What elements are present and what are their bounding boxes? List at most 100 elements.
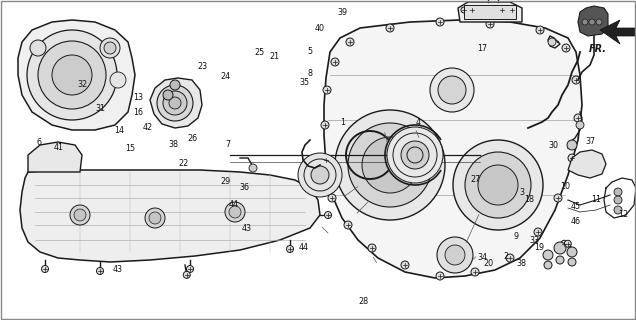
Text: 32: 32 xyxy=(78,80,88,89)
Text: 22: 22 xyxy=(178,159,188,168)
Text: 14: 14 xyxy=(114,126,125,135)
Circle shape xyxy=(104,42,116,54)
Circle shape xyxy=(509,7,515,13)
Circle shape xyxy=(561,240,568,247)
Text: 39: 39 xyxy=(337,8,347,17)
Text: 37: 37 xyxy=(585,137,595,146)
Circle shape xyxy=(486,20,494,28)
Circle shape xyxy=(589,19,595,25)
Text: 19: 19 xyxy=(534,243,544,252)
Circle shape xyxy=(534,228,542,236)
Circle shape xyxy=(554,194,562,202)
Circle shape xyxy=(544,261,552,269)
Circle shape xyxy=(574,114,582,122)
Text: 28: 28 xyxy=(359,297,369,306)
Circle shape xyxy=(323,86,331,94)
Circle shape xyxy=(506,254,514,262)
Text: 6: 6 xyxy=(37,138,42,147)
Circle shape xyxy=(596,19,602,25)
Circle shape xyxy=(70,205,90,225)
Circle shape xyxy=(386,24,394,32)
Circle shape xyxy=(436,18,444,26)
Circle shape xyxy=(331,58,339,66)
Circle shape xyxy=(387,127,443,183)
Circle shape xyxy=(163,90,173,100)
Circle shape xyxy=(614,206,622,214)
Circle shape xyxy=(471,268,479,276)
Text: 38: 38 xyxy=(168,140,178,149)
Text: 10: 10 xyxy=(560,182,570,191)
Circle shape xyxy=(169,97,181,109)
Circle shape xyxy=(614,188,622,196)
Text: 24: 24 xyxy=(221,72,231,81)
Circle shape xyxy=(145,208,165,228)
Text: 36: 36 xyxy=(240,183,250,192)
Polygon shape xyxy=(458,2,522,22)
Circle shape xyxy=(249,164,257,172)
Circle shape xyxy=(186,266,193,273)
Circle shape xyxy=(311,166,329,184)
Text: 41: 41 xyxy=(53,143,64,152)
Circle shape xyxy=(453,140,543,230)
Circle shape xyxy=(568,258,576,266)
Circle shape xyxy=(170,80,180,90)
Circle shape xyxy=(407,147,423,163)
Circle shape xyxy=(348,123,432,207)
Text: 33: 33 xyxy=(529,236,539,245)
Text: 5: 5 xyxy=(308,47,313,56)
Polygon shape xyxy=(578,6,608,36)
Polygon shape xyxy=(600,20,636,44)
Circle shape xyxy=(30,40,46,56)
Text: 25: 25 xyxy=(254,48,265,57)
Circle shape xyxy=(562,44,570,52)
Circle shape xyxy=(321,121,329,129)
Circle shape xyxy=(38,41,106,109)
Circle shape xyxy=(328,194,336,202)
Circle shape xyxy=(478,165,518,205)
Circle shape xyxy=(335,110,445,220)
Polygon shape xyxy=(20,170,320,262)
Circle shape xyxy=(445,245,465,265)
Circle shape xyxy=(556,256,564,264)
Circle shape xyxy=(183,271,190,278)
Circle shape xyxy=(149,212,161,224)
Text: 9: 9 xyxy=(514,232,519,241)
Text: 26: 26 xyxy=(187,134,197,143)
Circle shape xyxy=(401,261,409,269)
Circle shape xyxy=(469,7,475,13)
Text: 29: 29 xyxy=(221,177,231,186)
Circle shape xyxy=(543,250,553,260)
Circle shape xyxy=(567,247,577,257)
Circle shape xyxy=(576,121,584,129)
Polygon shape xyxy=(18,20,135,130)
Circle shape xyxy=(362,137,418,193)
Circle shape xyxy=(368,244,376,252)
Circle shape xyxy=(229,206,241,218)
Text: 23: 23 xyxy=(197,62,207,71)
Text: 15: 15 xyxy=(125,144,135,153)
Bar xyxy=(464,5,516,19)
Text: 12: 12 xyxy=(618,210,628,219)
Circle shape xyxy=(52,55,92,95)
Circle shape xyxy=(346,38,354,46)
Circle shape xyxy=(564,240,571,247)
Text: 34: 34 xyxy=(477,253,487,262)
Circle shape xyxy=(614,196,622,204)
Circle shape xyxy=(548,38,556,46)
Circle shape xyxy=(401,141,429,169)
Text: 42: 42 xyxy=(142,123,153,132)
Polygon shape xyxy=(150,78,202,128)
Text: FR.: FR. xyxy=(589,44,607,54)
Circle shape xyxy=(438,76,466,104)
Text: 18: 18 xyxy=(524,195,534,204)
Polygon shape xyxy=(28,142,82,172)
Text: 30: 30 xyxy=(548,141,558,150)
Circle shape xyxy=(437,237,473,273)
Text: 27: 27 xyxy=(471,175,481,184)
Circle shape xyxy=(97,268,104,275)
Text: 17: 17 xyxy=(477,44,487,53)
Circle shape xyxy=(298,153,342,197)
Circle shape xyxy=(554,242,566,254)
Circle shape xyxy=(225,202,245,222)
Circle shape xyxy=(27,30,117,120)
